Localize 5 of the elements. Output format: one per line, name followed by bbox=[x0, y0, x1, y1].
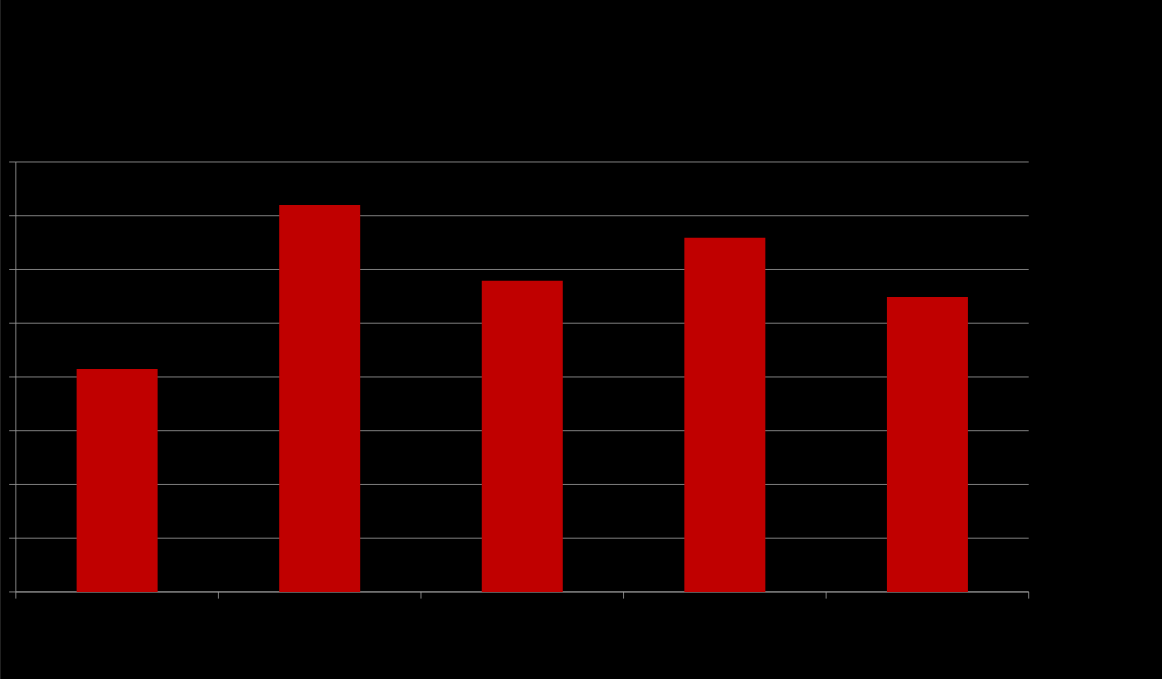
bar bbox=[886, 297, 968, 592]
bar bbox=[481, 280, 563, 592]
bar bbox=[684, 237, 766, 592]
bar bbox=[76, 369, 158, 592]
bar bbox=[279, 204, 361, 592]
